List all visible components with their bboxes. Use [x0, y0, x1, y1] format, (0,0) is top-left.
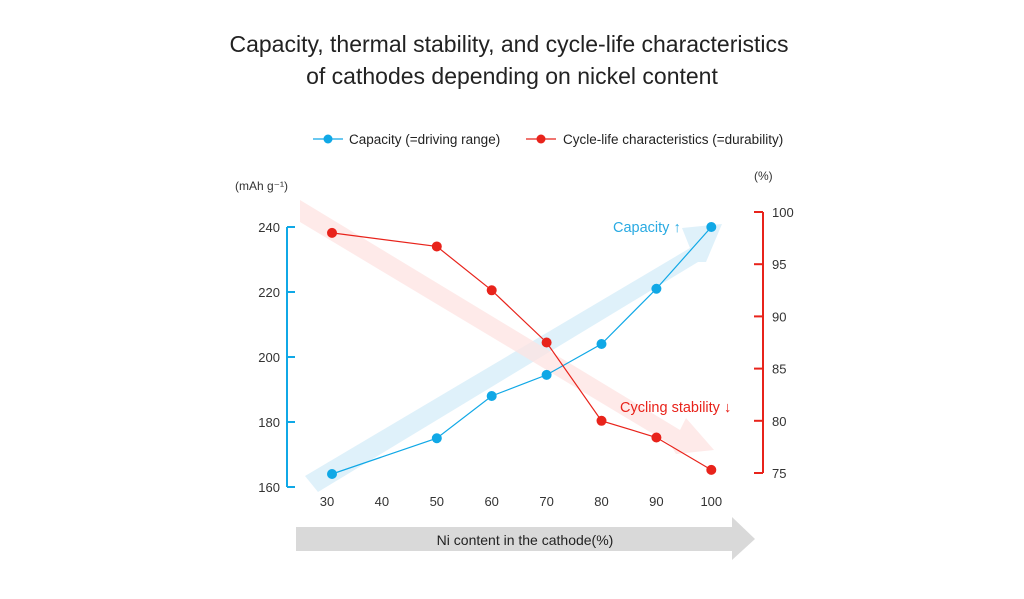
- x-tick-label: 70: [539, 494, 553, 509]
- capacity-trend-arrow: [305, 224, 722, 492]
- x-tick-label: 40: [375, 494, 389, 509]
- y-left-tick-label: 220: [258, 285, 280, 300]
- cycle-life-point: [541, 337, 552, 348]
- capacity-point: [596, 339, 607, 349]
- legend: Capacity (=driving range) Cycle-life cha…: [313, 132, 783, 147]
- y-right-tick-label: 75: [772, 466, 786, 481]
- y-right-tick-label: 95: [772, 257, 786, 272]
- x-axis-label: Ni content in the cathode(%): [437, 532, 614, 548]
- capacity-point: [431, 433, 442, 444]
- capacity-point: [327, 469, 337, 479]
- cycle-life-point: [486, 285, 497, 296]
- x-tick-label: 50: [430, 494, 444, 509]
- cycle-life-point: [706, 464, 717, 475]
- axes: 160 180 200 220 240 75 80 85 90 95 100 30 40 50 60 70 80…: [258, 205, 793, 509]
- capacity-point: [486, 391, 497, 401]
- y-right-tick-label: 85: [772, 362, 786, 377]
- chart-title-line-1: Capacity, thermal stability, and cycle-l…: [229, 31, 788, 57]
- y-left-label: (mAh g⁻¹): [235, 179, 288, 193]
- legend-label-cycle-life: Cycle-life characteristics (=durability): [563, 132, 783, 147]
- cycling-annotation: Cycling stability ↓: [620, 400, 731, 416]
- x-tick-label: 80: [594, 494, 608, 509]
- y-right-tick-label: 80: [772, 414, 786, 429]
- x-tick-label: 90: [649, 494, 663, 509]
- legend-label-capacity: Capacity (=driving range): [349, 132, 500, 147]
- legend-marker-cycle-life: [536, 134, 546, 144]
- y-left-tick-label: 240: [258, 220, 280, 235]
- y-left-tick-label: 180: [258, 415, 280, 430]
- x-axis-arrow: [296, 517, 755, 560]
- y-right-tick-label: 100: [772, 205, 794, 220]
- cycle-life-point: [651, 432, 662, 443]
- cycling-trend-arrow: [300, 200, 714, 454]
- capacity-point: [651, 283, 662, 294]
- legend-marker-capacity: [323, 134, 333, 144]
- capacity-annotation: Capacity ↑: [613, 220, 681, 236]
- chart-title-line-2: of cathodes depending on nickel content: [306, 63, 718, 89]
- capacity-point: [706, 222, 717, 232]
- series: [327, 222, 717, 479]
- cycle-life-point: [596, 415, 607, 426]
- y-left-tick-label: 200: [258, 350, 280, 365]
- y-right-tick-label: 90: [772, 309, 786, 324]
- cycle-life-point: [431, 241, 442, 252]
- x-tick-label: 100: [700, 494, 722, 509]
- y-left-tick-label: 160: [258, 480, 280, 495]
- y-right-label: (%): [754, 169, 773, 183]
- cycle-life-point: [327, 227, 337, 238]
- x-tick-label: 30: [320, 494, 334, 509]
- capacity-point: [541, 369, 552, 380]
- x-tick-label: 60: [484, 494, 498, 509]
